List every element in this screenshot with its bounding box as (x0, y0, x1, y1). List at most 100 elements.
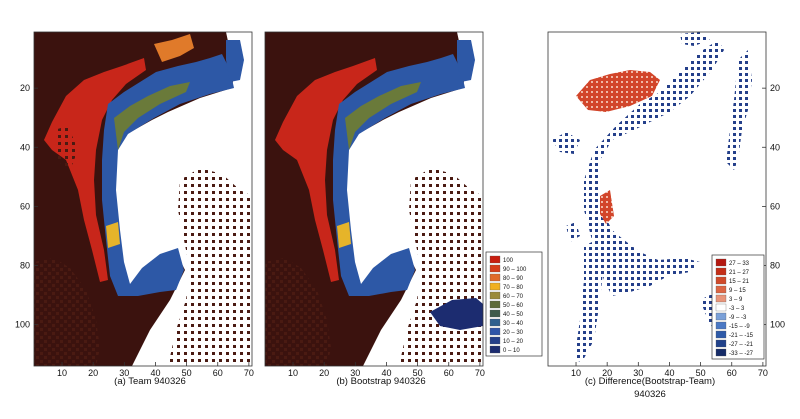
legend-label: 21 – 27 (729, 270, 750, 276)
legend-swatch (489, 318, 501, 327)
east-coast-blue (457, 40, 475, 82)
diff-blue-coast (584, 40, 724, 296)
x-tick-label: 50 (413, 368, 423, 378)
legend-label: -15 – -9 (729, 324, 750, 330)
y-tick-label: 40 (770, 142, 780, 152)
legend-label: 100 (503, 258, 514, 264)
ice-band-yellow (106, 222, 120, 248)
legend-label: 15 – 21 (729, 279, 750, 285)
concentration-legend: 100 90 – 100 80 – 90 70 – 80 60 – 70 50 – 60 4… (485, 251, 543, 357)
x-tick-label: 50 (182, 368, 192, 378)
diff-top-strip (680, 32, 710, 46)
panel-c-caption-line2: 940326 (634, 389, 666, 400)
x-tick-label: 40 (664, 368, 674, 378)
legend-swatch (715, 294, 727, 303)
x-tick-label: 10 (571, 368, 581, 378)
x-tick-label: 10 (57, 368, 67, 378)
ice-band-olive (114, 82, 190, 150)
legend-swatch (489, 336, 501, 345)
legend-label: 9 – 15 (729, 288, 746, 294)
legend-label: 30 – 40 (503, 321, 524, 327)
x-tick-label: 70 (475, 368, 485, 378)
y-tick-label: 60 (770, 201, 780, 211)
ice-band-olive (345, 82, 421, 150)
legend-label: 0 – 10 (503, 348, 520, 354)
legend-swatch (715, 285, 727, 294)
x-tick-label: 60 (444, 368, 454, 378)
y-tick-label: 100 (15, 320, 30, 330)
legend-label: 50 – 60 (503, 303, 524, 309)
ice-band-yellow (337, 222, 351, 248)
legend-swatch (715, 276, 727, 285)
legend-swatch (489, 291, 501, 300)
east-coast-blue (226, 40, 244, 82)
x-tick-label: 20 (88, 368, 98, 378)
legend-swatch (715, 321, 727, 330)
legend-label: -9 – -3 (729, 315, 747, 321)
legend-swatch (489, 300, 501, 309)
x-tick-label: 20 (602, 368, 612, 378)
panel-c: 10 20 30 40 50 60 70 20 40 60 80 100 (c) Difference… (547, 31, 785, 400)
diff-blue-south (574, 240, 604, 362)
legend-swatch (489, 309, 501, 318)
legend-label: -21 – -15 (729, 333, 754, 339)
ice-band-orange (154, 34, 194, 62)
legend-label: 40 – 50 (503, 312, 524, 318)
panel-c-axes: 10 20 30 40 50 60 70 20 40 60 80 100 (571, 83, 785, 378)
legend-label: -3 – 3 (729, 306, 745, 312)
legend-label: -27 – -21 (729, 342, 754, 348)
y-tick-label: 60 (20, 201, 30, 211)
diff-blue-west (552, 132, 580, 154)
panel-a-caption: (a) Team 940326 (114, 376, 186, 387)
legend-label: 70 – 80 (503, 285, 524, 291)
crosshatch-region (265, 258, 331, 366)
legend-label: 80 – 90 (503, 276, 524, 282)
x-tick-label: 60 (727, 368, 737, 378)
x-tick-label: 40 (150, 368, 160, 378)
legend-swatch (489, 273, 501, 282)
legend-swatch (715, 339, 727, 348)
panel-b-caption: (b) Bootstrap 940326 (336, 376, 425, 387)
x-tick-label: 30 (350, 368, 360, 378)
legend-label: 90 – 100 (503, 267, 527, 273)
legend-label: 27 – 33 (729, 261, 750, 267)
panel-a: 10 20 30 40 50 60 70 20 40 60 80 100 (a) Team 94032… (15, 31, 254, 387)
panel-c-frame (547, 31, 767, 367)
y-tick-label: 80 (770, 261, 780, 271)
concentration-legend-entries: 100 90 – 100 80 – 90 70 – 80 60 – 70 50 – 60 4… (489, 255, 527, 354)
legend-swatch (489, 327, 501, 336)
panel-a-axes: 10 20 30 40 50 60 70 20 40 60 80 100 (15, 83, 254, 378)
y-tick-label: 20 (20, 83, 30, 93)
panel-a-map (34, 32, 252, 366)
legend-label: 3 – 9 (729, 297, 743, 303)
x-tick-label: 70 (244, 368, 254, 378)
y-tick-label: 100 (770, 320, 785, 330)
legend-swatch (715, 303, 727, 312)
difference-legend-entries: 27 – 33 21 – 27 15 – 21 9 – 15 3 – 9 -3 – 3 -9… (715, 258, 754, 357)
diff-red-south (600, 190, 614, 224)
legend-swatch (715, 330, 727, 339)
legend-label: -33 – -27 (729, 351, 754, 357)
x-tick-label: 10 (288, 368, 298, 378)
diff-blue-islands (566, 222, 580, 242)
legend-swatch (715, 267, 727, 276)
y-tick-label: 20 (770, 83, 780, 93)
scattered-dots-left (54, 126, 78, 170)
dotted-ice-region (168, 168, 252, 366)
y-tick-label: 80 (20, 261, 30, 271)
legend-swatch (715, 258, 727, 267)
ice-band-red (275, 58, 377, 282)
x-tick-label: 50 (696, 368, 706, 378)
x-tick-label: 70 (758, 368, 768, 378)
legend-label: 20 – 30 (503, 330, 524, 336)
x-tick-label: 60 (213, 368, 223, 378)
x-tick-label: 20 (319, 368, 329, 378)
legend-swatch (489, 345, 501, 354)
x-tick-label: 30 (633, 368, 643, 378)
legend-swatch (489, 264, 501, 273)
panel-b-axes: 10 20 30 40 50 60 70 (288, 362, 485, 378)
panel-b-map (265, 32, 483, 366)
y-tick-label: 40 (20, 142, 30, 152)
ice-band-red (44, 58, 146, 282)
